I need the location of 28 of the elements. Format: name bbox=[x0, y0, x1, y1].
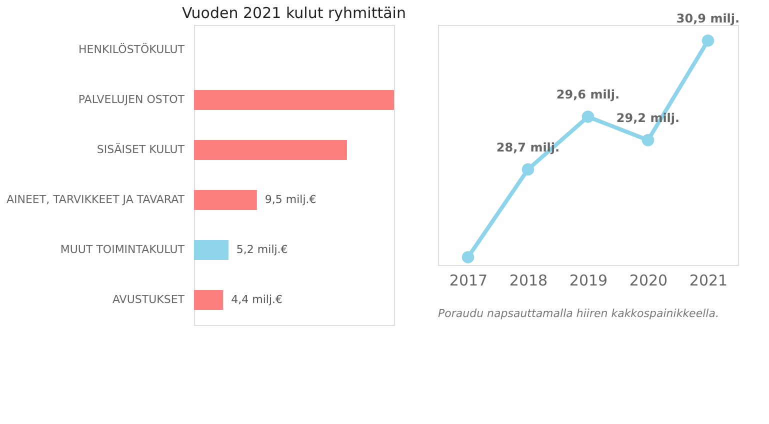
x-tick-label: 2020 bbox=[629, 272, 668, 290]
bar bbox=[194, 290, 224, 310]
y-tick-label: MUUT TOIMINTAKULUT bbox=[60, 243, 185, 256]
x-tick-label: 2019 bbox=[569, 272, 608, 290]
point bbox=[522, 163, 534, 176]
y-tick-label: PALVELUJEN OSTOT bbox=[78, 93, 185, 106]
chart-title: Vuoden 2021 kulut ryhmittäin bbox=[182, 4, 406, 22]
y-tick-label: AINEET, TARVIKKEET JA TAVARAT bbox=[6, 193, 185, 206]
y-tick-label: SISÄISET KULUT bbox=[96, 142, 185, 156]
bar bbox=[194, 90, 394, 110]
data-label: 5,2 milj.€ bbox=[236, 243, 288, 256]
y-tick-label: AVUSTUKSET bbox=[112, 293, 185, 306]
x-tick-label: 2018 bbox=[509, 272, 548, 290]
data-label: 29,6 milj. bbox=[556, 88, 620, 102]
x-tick-label: 2021 bbox=[689, 272, 728, 290]
point bbox=[642, 134, 654, 146]
point bbox=[462, 251, 474, 264]
point bbox=[702, 34, 714, 47]
data-label: 9,5 milj.€ bbox=[264, 193, 316, 206]
bar bbox=[194, 140, 347, 160]
point bbox=[582, 110, 594, 123]
x-tick-label: 2017 bbox=[449, 272, 488, 290]
y-tick-label: HENKILÖSTÖKULUT bbox=[78, 42, 185, 56]
data-label: 30,9 milj. bbox=[676, 12, 740, 26]
text: Poraudu napsauttamalla hiiren kakkospainikkeella. bbox=[438, 307, 719, 320]
bar bbox=[194, 190, 257, 210]
data-label: 4,4 milj.€ bbox=[231, 293, 283, 306]
bar bbox=[194, 240, 228, 260]
